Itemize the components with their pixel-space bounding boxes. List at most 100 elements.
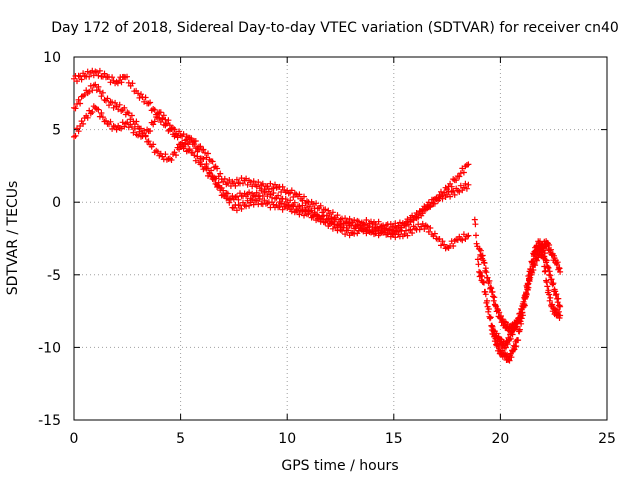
x-tick-label: 25 bbox=[598, 431, 616, 447]
data-point bbox=[191, 152, 198, 159]
data-point bbox=[170, 124, 176, 131]
data-point bbox=[217, 170, 224, 177]
data-point bbox=[319, 213, 326, 220]
data-point bbox=[404, 232, 411, 239]
data-point bbox=[346, 215, 353, 222]
data-point bbox=[168, 157, 175, 163]
data-point bbox=[549, 281, 556, 288]
data-point bbox=[75, 96, 82, 103]
data-point bbox=[227, 196, 234, 203]
data-point bbox=[247, 179, 254, 186]
data-point bbox=[272, 181, 278, 188]
data-point bbox=[340, 224, 347, 231]
data-point bbox=[516, 326, 523, 333]
data-point bbox=[484, 297, 490, 304]
data-point bbox=[86, 73, 93, 80]
data-point bbox=[246, 189, 253, 196]
data-point bbox=[537, 251, 543, 258]
data-point bbox=[544, 283, 551, 290]
data-point bbox=[77, 100, 84, 107]
data-point bbox=[93, 87, 100, 94]
data-point bbox=[84, 114, 91, 121]
data-point bbox=[549, 301, 556, 308]
y-tick-label: 0 bbox=[52, 195, 61, 211]
data-points bbox=[71, 67, 564, 364]
data-point bbox=[363, 217, 370, 223]
data-point bbox=[256, 196, 263, 202]
data-point bbox=[194, 153, 201, 160]
data-point bbox=[74, 78, 80, 85]
data-point bbox=[151, 118, 158, 125]
data-point bbox=[543, 257, 550, 264]
data-point bbox=[259, 180, 266, 187]
data-point bbox=[226, 177, 233, 183]
data-point bbox=[413, 215, 420, 222]
data-point bbox=[299, 208, 306, 215]
data-point bbox=[554, 259, 561, 266]
data-point bbox=[253, 183, 260, 190]
data-point bbox=[328, 220, 335, 226]
data-point bbox=[491, 294, 498, 301]
data-point bbox=[232, 182, 239, 189]
data-point bbox=[459, 165, 466, 172]
data-point bbox=[523, 289, 529, 296]
data-point bbox=[153, 111, 160, 118]
data-point bbox=[487, 315, 493, 322]
data-point bbox=[154, 114, 161, 121]
data-point bbox=[345, 227, 352, 234]
data-point bbox=[224, 195, 231, 202]
data-point bbox=[244, 181, 251, 188]
data-point bbox=[165, 117, 172, 124]
data-point bbox=[555, 308, 562, 315]
data-point bbox=[418, 212, 425, 219]
data-point bbox=[163, 120, 170, 127]
data-point bbox=[253, 189, 260, 196]
data-point bbox=[89, 109, 96, 115]
data-point bbox=[221, 175, 228, 182]
data-point bbox=[313, 200, 320, 207]
data-point bbox=[112, 99, 119, 106]
data-point bbox=[84, 68, 91, 75]
data-point bbox=[135, 90, 141, 97]
data-point bbox=[386, 227, 393, 234]
data-point bbox=[296, 211, 303, 218]
data-point bbox=[456, 173, 463, 180]
data-point bbox=[224, 180, 231, 187]
data-point bbox=[288, 187, 295, 194]
data-point bbox=[487, 314, 494, 321]
data-point bbox=[116, 101, 123, 108]
data-point bbox=[329, 209, 336, 216]
data-point bbox=[203, 165, 210, 172]
data-point bbox=[547, 272, 554, 279]
data-point bbox=[96, 67, 103, 74]
data-point bbox=[457, 182, 464, 189]
y-tick-labels: -15 -10 -5 0 5 10 bbox=[38, 50, 61, 429]
data-point bbox=[267, 191, 274, 198]
data-point bbox=[407, 226, 414, 233]
data-point bbox=[93, 69, 100, 76]
data-point bbox=[129, 80, 136, 87]
data-point bbox=[546, 291, 553, 298]
data-point bbox=[191, 138, 198, 145]
data-point bbox=[205, 150, 211, 157]
x-tick-label: 10 bbox=[278, 431, 296, 447]
data-point bbox=[151, 106, 158, 113]
data-point bbox=[541, 250, 548, 257]
data-point bbox=[299, 202, 306, 209]
data-point bbox=[521, 301, 528, 308]
data-point bbox=[462, 180, 469, 187]
data-point bbox=[475, 261, 482, 268]
data-point bbox=[438, 242, 444, 249]
data-point bbox=[545, 264, 552, 271]
data-point bbox=[162, 151, 169, 158]
data-point bbox=[197, 143, 204, 150]
data-point bbox=[439, 238, 446, 245]
data-point bbox=[460, 169, 467, 176]
data-point bbox=[493, 330, 500, 337]
data-point bbox=[99, 114, 106, 121]
data-point bbox=[246, 202, 253, 209]
data-point bbox=[513, 343, 520, 350]
data-point bbox=[381, 226, 388, 233]
data-point bbox=[332, 216, 339, 223]
data-point bbox=[124, 73, 130, 80]
